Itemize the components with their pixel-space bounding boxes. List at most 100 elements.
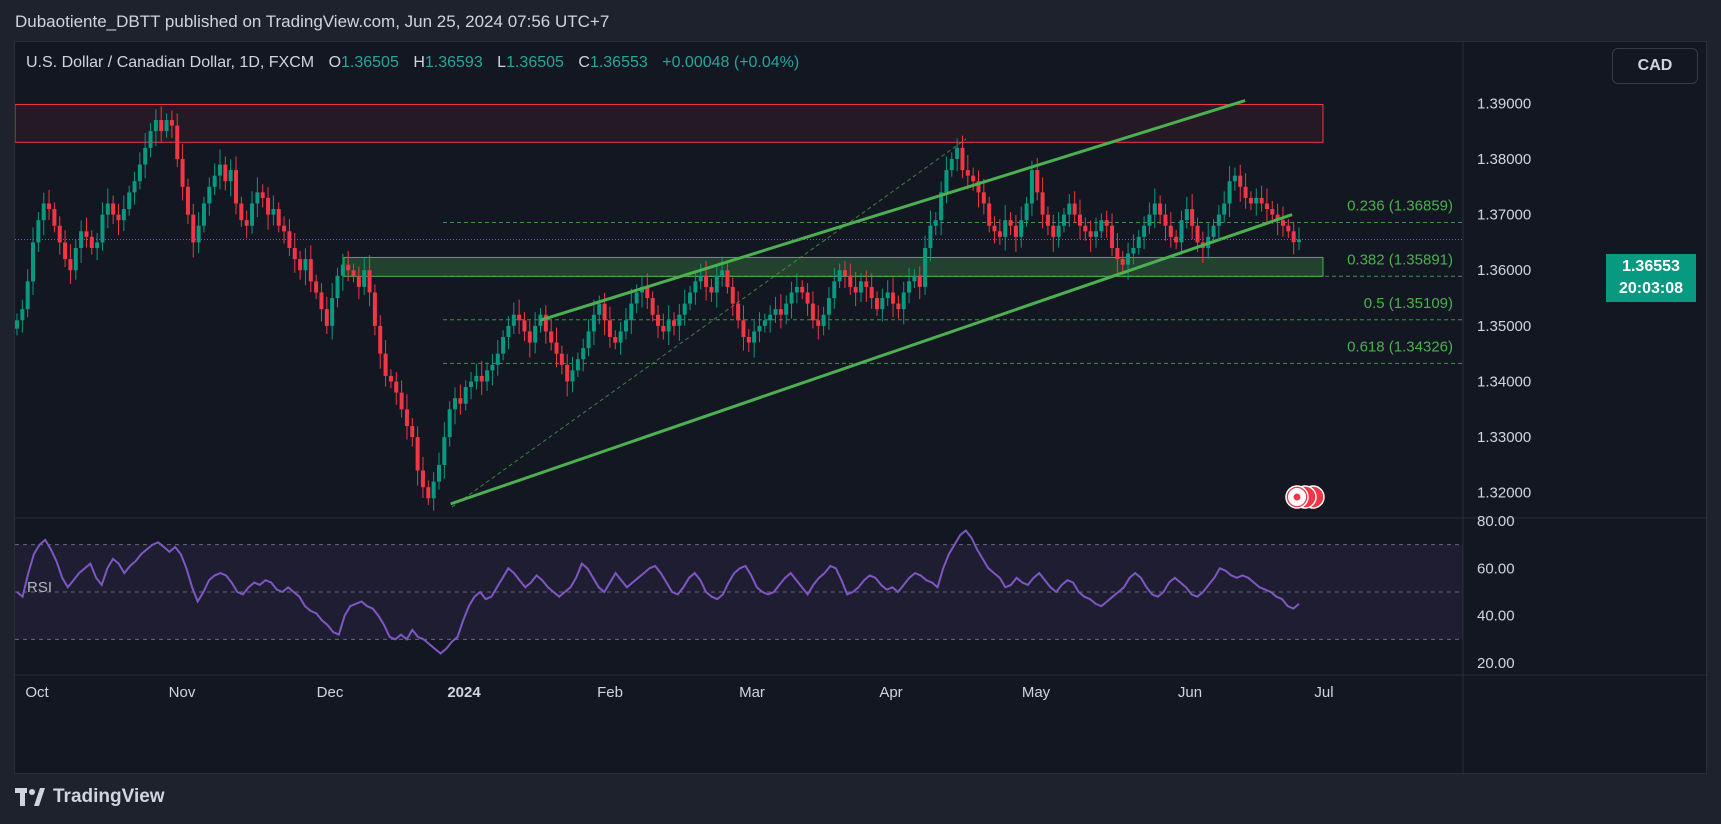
candle-body (837, 270, 842, 282)
fib-label-0: 0.236 (1.36859) (1347, 197, 1453, 214)
candle-body (901, 292, 906, 310)
candle-body (495, 353, 500, 365)
candle-body (559, 353, 564, 365)
candle-body (1040, 192, 1045, 215)
candle-body (677, 314, 682, 326)
candle-body (511, 314, 516, 326)
last-price-tag: 1.36553 20:03:08 (1606, 254, 1696, 302)
candle-body (127, 192, 132, 210)
candle-body (143, 147, 148, 165)
candle-body (907, 281, 912, 293)
candle-body (207, 186, 212, 204)
candle-body (656, 314, 660, 326)
candle-body (992, 225, 997, 232)
change-value: +0.00048 (+0.04%) (662, 54, 800, 71)
candle-body (928, 225, 933, 248)
candle-body (661, 325, 666, 332)
candle-body (565, 364, 570, 382)
candle-body (960, 147, 965, 171)
symbol-header: U.S. Dollar / Canadian Dollar, 1D, FXCM … (26, 54, 799, 72)
rsi-line (16, 529, 1300, 655)
candle-body (613, 336, 618, 343)
candle-body (148, 131, 153, 148)
candle-body (880, 298, 885, 310)
rsi-tick-label-3: 20.00 (1477, 655, 1515, 672)
candle-body (356, 275, 361, 287)
price-tick-label-6: 1.33000 (1477, 429, 1531, 446)
candle-body (891, 292, 896, 304)
candle-body (1286, 225, 1291, 232)
candle-body (469, 381, 474, 388)
candle-body (709, 286, 714, 293)
candle-body (100, 214, 105, 243)
candle-body (212, 175, 217, 187)
candle-body (314, 281, 319, 293)
candle-body (217, 164, 222, 176)
candle-body (250, 203, 255, 226)
high-label: H (413, 54, 425, 71)
candle-body (346, 264, 351, 271)
candle-body (591, 314, 596, 332)
candle-body (1008, 220, 1013, 226)
candle-body (159, 120, 164, 132)
candle-body (1163, 214, 1168, 226)
chart-area[interactable]: 0.236 (1.36859) 0.382 (1.35891) 0.5 (1.351… (14, 41, 1708, 775)
rsi-tick-label-2: 40.00 (1477, 608, 1515, 625)
time-tick-label-7: May (1022, 684, 1051, 701)
currency-button[interactable]: CAD (1612, 48, 1698, 84)
candle-body (1110, 225, 1115, 248)
candle-body (41, 203, 46, 221)
candle-body (816, 320, 821, 326)
candle-body (821, 314, 826, 326)
publisher-line: Dubaotiente_DBTT published on TradingVie… (15, 12, 610, 31)
candle-body (447, 409, 452, 438)
candle-body (1227, 181, 1232, 204)
candle-body (1152, 203, 1157, 215)
candle-body (164, 120, 169, 132)
footer-brand-text: TradingView (53, 786, 165, 807)
candle-body (351, 270, 356, 276)
chart-canvas[interactable]: 0.236 (1.36859) 0.382 (1.35891) 0.5 (1.351… (15, 42, 1708, 775)
candle-body (1254, 197, 1259, 204)
candle-body (431, 481, 436, 499)
candle-body (378, 325, 383, 354)
candle-body (426, 487, 431, 499)
time-tick-label-2: Dec (317, 684, 344, 701)
candle-body (1195, 225, 1200, 243)
candle-body (490, 364, 495, 371)
candle-body (191, 214, 196, 243)
candle-body (201, 203, 206, 226)
candle-body (458, 398, 463, 404)
candle-body (271, 209, 276, 215)
candle-body (20, 309, 25, 321)
candle-body (362, 270, 367, 287)
candle-body (848, 275, 853, 287)
candle-body (196, 225, 201, 243)
candle-body (1297, 239, 1301, 243)
candle-body (1158, 203, 1163, 215)
candle-body (693, 281, 698, 293)
candle-body (169, 120, 174, 126)
candle-body (1115, 247, 1120, 260)
candle-body (971, 175, 976, 182)
candle-body (442, 437, 447, 465)
candle-body (388, 375, 393, 382)
candle-body (282, 225, 287, 232)
candle-body (1024, 203, 1029, 221)
candle-body (805, 292, 810, 304)
candle-body (965, 170, 970, 176)
footer-brand[interactable]: TradingView (15, 786, 165, 808)
trend-guide-line (451, 138, 967, 508)
candle-body (800, 286, 805, 293)
candle-body (1179, 220, 1184, 243)
candle-body (842, 270, 847, 276)
candle-body (634, 292, 639, 304)
candle-body (47, 203, 52, 210)
candle-body (688, 292, 693, 304)
candle-body (410, 425, 415, 438)
rsi-tick-label-1: 60.00 (1477, 560, 1515, 577)
time-tick-label-9: Jul (1314, 684, 1333, 701)
candle-body (1168, 225, 1173, 237)
candle-body (52, 209, 57, 226)
fib-label-1: 0.382 (1.35891) (1347, 251, 1453, 268)
